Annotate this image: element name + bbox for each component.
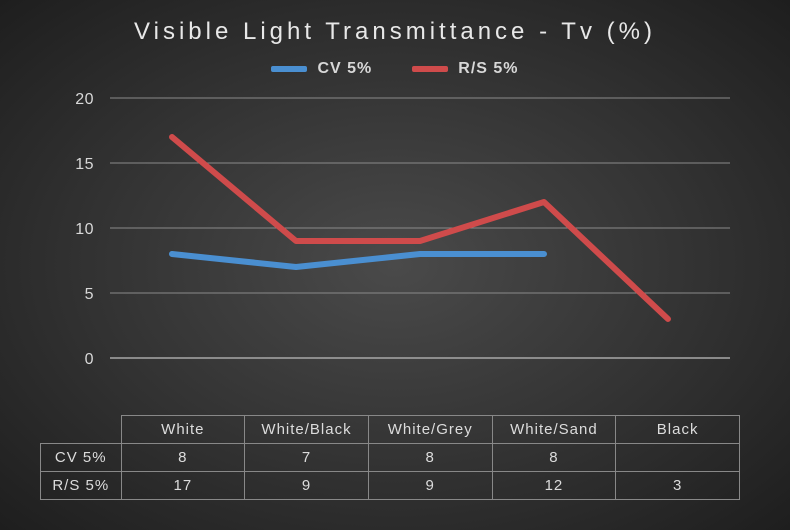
table-col-header: White/Sand [492,416,616,444]
table-col-header: White/Grey [368,416,492,444]
legend-swatch-cv [271,66,307,72]
table-cell: 8 [492,444,616,472]
chart-plot-area: 0 5 10 15 20 [40,88,740,378]
table-row: R/S 5%1799123 [41,472,740,500]
y-tick-label: 15 [75,156,94,173]
y-tick-label: 20 [75,91,94,108]
chart-legend: CV 5% R/S 5% [0,60,790,78]
table-cell: 8 [121,444,245,472]
chart-title: Visible Light Transmittance - Tv (%) [0,18,790,46]
table-cell: 17 [121,472,245,500]
legend-label-rs: R/S 5% [458,60,518,78]
y-tick-label: 0 [85,351,94,368]
table-corner [41,416,122,444]
table-cell: 8 [368,444,492,472]
table-col-header: Black [616,416,740,444]
table-row-head: R/S 5% [41,472,122,500]
table-cell [616,444,740,472]
chart-svg: 0 5 10 15 20 [40,88,740,378]
table-row: CV 5%8788 [41,444,740,472]
series-line-0 [172,254,544,267]
chart-container: Visible Light Transmittance - Tv (%) CV … [0,0,790,530]
table-col-header: White/Black [245,416,369,444]
legend-label-cv: CV 5% [317,60,372,78]
legend-item-rs: R/S 5% [412,60,518,78]
table-row-head: CV 5% [41,444,122,472]
table-cell: 12 [492,472,616,500]
table-cell: 3 [616,472,740,500]
legend-swatch-rs [412,66,448,72]
legend-item-cv: CV 5% [271,60,372,78]
y-tick-label: 5 [85,286,94,303]
table-col-header: White [121,416,245,444]
table-cell: 7 [245,444,369,472]
table-cell: 9 [245,472,369,500]
data-table: WhiteWhite/BlackWhite/GreyWhite/SandBlac… [40,415,740,500]
y-tick-label: 10 [75,221,94,238]
table-cell: 9 [368,472,492,500]
